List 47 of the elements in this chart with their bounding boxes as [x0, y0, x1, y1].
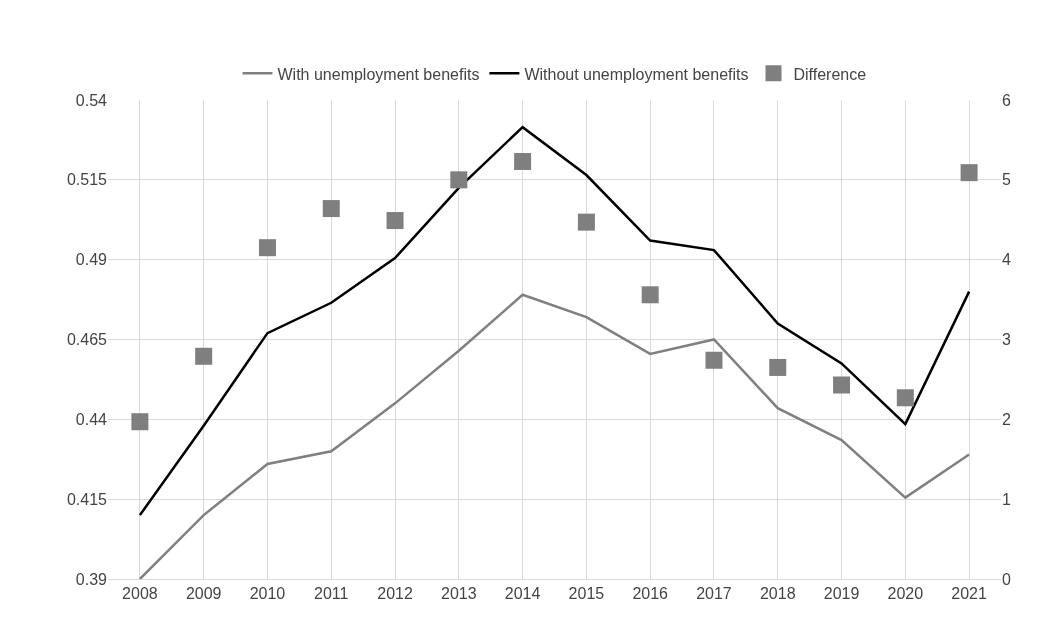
point [386, 212, 404, 230]
x-tick-label: 2013 [441, 585, 477, 603]
y-tick-label: 0.54 [75, 91, 108, 109]
x-tick-label: 2010 [249, 585, 286, 603]
point [960, 164, 978, 182]
x-tick-label: 2017 [696, 585, 732, 603]
point [322, 200, 340, 218]
x-tick-label: 2016 [632, 585, 669, 603]
point [641, 286, 659, 304]
point [577, 213, 595, 231]
x-tick-label: 2018 [759, 585, 796, 603]
y-tick-label: 0.515 [66, 171, 108, 189]
point [705, 351, 723, 369]
x-tick-label: 2008 [122, 585, 158, 603]
point [514, 152, 532, 170]
y2-tick-label: 1 [1002, 490, 1011, 508]
legend-label: With unemployment benefits [277, 65, 480, 83]
y2-tick-label: 5 [1002, 171, 1011, 189]
point [450, 171, 468, 189]
y2-tick-label: 2 [1002, 410, 1011, 428]
y-tick-label: 0.44 [75, 410, 108, 428]
line-series [138, 293, 971, 579]
x-tick-label: 2019 [823, 585, 860, 603]
y-tick-label: 0.465 [66, 331, 108, 349]
x-tick-label: 2014 [504, 585, 541, 603]
y2-tick-label: 0 [1002, 570, 1011, 588]
legend-label: Difference [793, 65, 867, 83]
x-tick-label: 2009 [185, 585, 222, 603]
point [258, 239, 276, 257]
x-tick-label: 2015 [568, 585, 605, 603]
point [833, 376, 851, 394]
point [195, 347, 213, 365]
y-tick-label: 0.415 [66, 490, 108, 508]
x-tick-label: 2020 [887, 585, 924, 603]
y2-tick-label: 4 [1002, 251, 1011, 269]
point [896, 389, 914, 407]
y-tick-label: 0.49 [75, 251, 108, 269]
y2-tick-label: 3 [1002, 331, 1011, 349]
legend-label: Without unemployment benefits [524, 65, 749, 83]
x-tick-label: 2011 [314, 585, 349, 603]
y2-tick-label: 6 [1002, 91, 1011, 109]
point [131, 413, 149, 431]
point [769, 358, 787, 376]
x-tick-label: 2012 [377, 585, 413, 603]
x-tick-label: 2021 [951, 585, 988, 603]
y-tick-label: 0.39 [75, 570, 108, 588]
line-series [138, 125, 971, 517]
